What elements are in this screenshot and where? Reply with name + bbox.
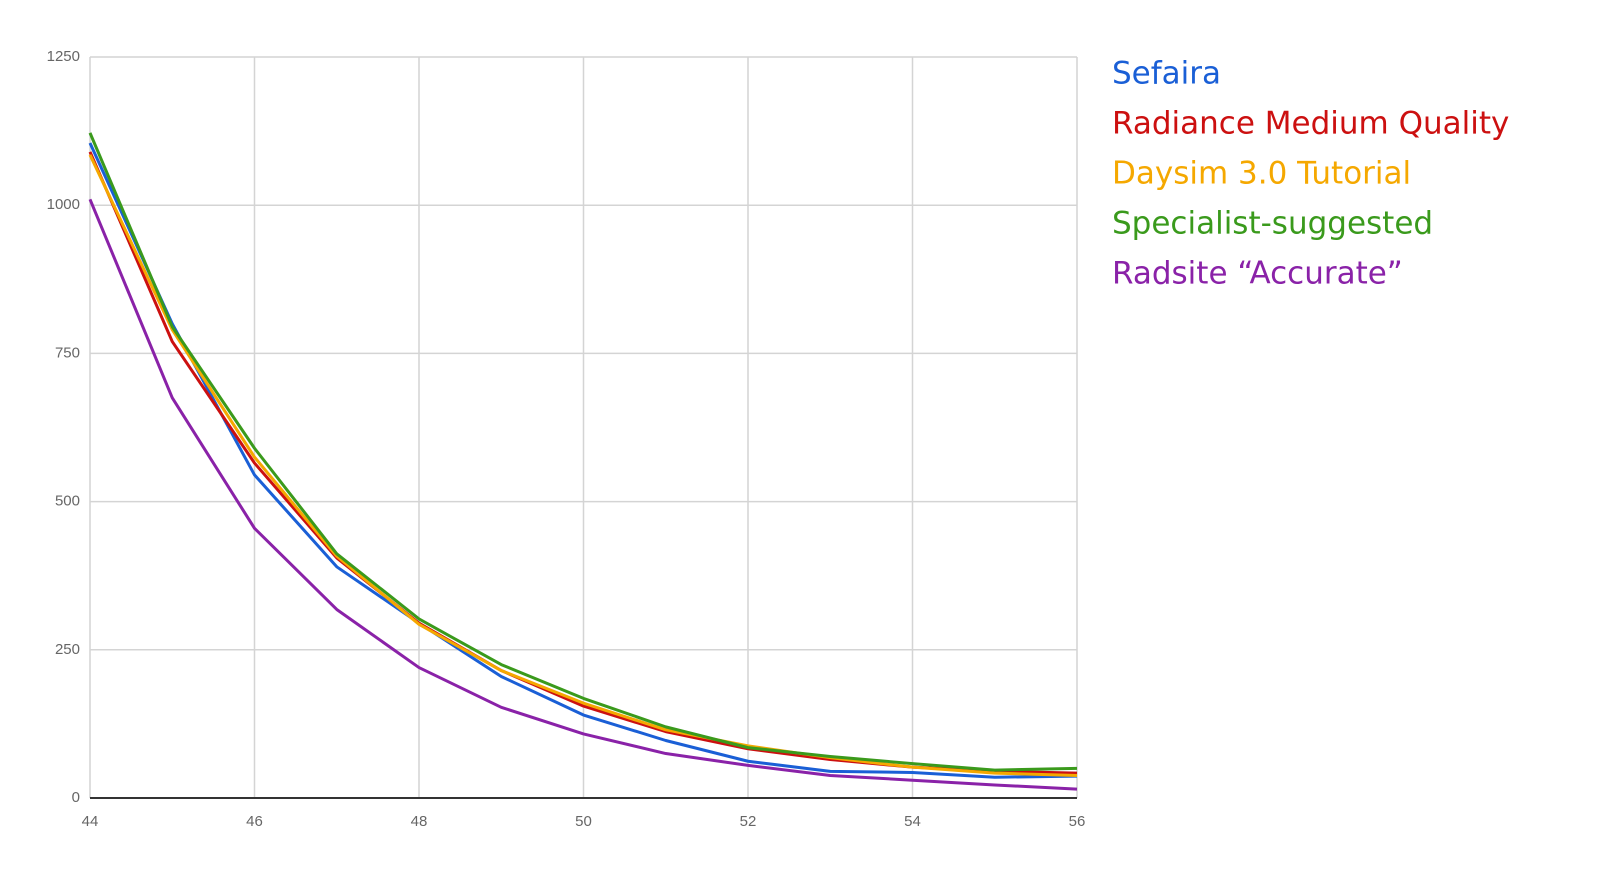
legend-label: Radsite “Accurate” (1112, 256, 1403, 292)
x-tick-label: 54 (904, 813, 921, 830)
x-tick-label: 46 (246, 813, 263, 830)
y-tick-label: 750 (55, 344, 80, 361)
y-tick-label: 250 (55, 641, 80, 658)
x-tick-label: 50 (575, 813, 592, 830)
series-line (88, 154, 1078, 777)
series-line (88, 198, 1078, 791)
y-tick-label: 0 (72, 789, 80, 806)
y-tick-label: 1000 (47, 196, 80, 213)
x-tick-label: 44 (82, 813, 99, 830)
y-tick-label: 1250 (47, 48, 80, 65)
y-tick-label: 500 (55, 493, 80, 510)
x-tick-label: 52 (740, 813, 757, 830)
x-tick-label: 48 (411, 813, 428, 830)
x-tick-label: 56 (1069, 813, 1086, 830)
legend-label: Sefaira (1112, 56, 1221, 92)
legend-label: Daysim 3.0 Tutorial (1112, 156, 1411, 192)
legend-label: Specialist-suggested (1112, 206, 1433, 242)
series-line (88, 132, 1078, 772)
legend-label: Radiance Medium Quality (1112, 106, 1509, 142)
series-line (88, 142, 1078, 779)
